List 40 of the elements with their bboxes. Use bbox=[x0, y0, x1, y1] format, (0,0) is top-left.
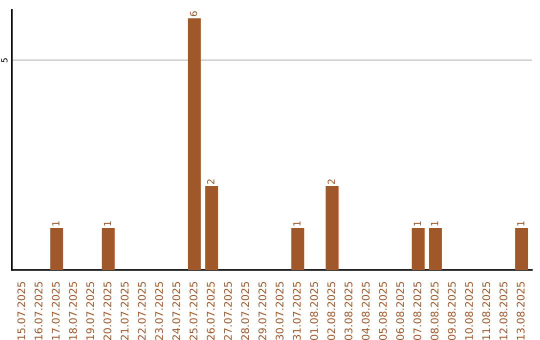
data-label: 1 bbox=[517, 221, 524, 226]
x-tick-label: 23.07.2025 bbox=[155, 282, 163, 340]
x-tick-label: 05.08.2025 bbox=[378, 282, 387, 340]
data-label: 1 bbox=[414, 221, 421, 226]
x-tick-label: 08.08.2025 bbox=[430, 282, 438, 340]
x-tick-label: 11.08.2025 bbox=[482, 282, 490, 340]
x-tick-label: 27.07.2025 bbox=[224, 282, 232, 340]
x-tick-label: 16.07.2025 bbox=[34, 282, 42, 340]
x-tick-label: 26.07.2025 bbox=[206, 282, 215, 340]
data-label: 1 bbox=[431, 221, 438, 226]
x-tick-label: 06.08.2025 bbox=[396, 282, 404, 340]
x-tick-label: 30.07.2025 bbox=[276, 282, 284, 340]
x-tick-label: 24.07.2025 bbox=[172, 282, 180, 340]
x-tick-label: 09.08.2025 bbox=[448, 282, 456, 340]
x-tick-label: 28.07.2025 bbox=[241, 282, 250, 340]
x-tick-label: 21.07.2025 bbox=[120, 282, 129, 340]
x-tick-label: 29.07.2025 bbox=[258, 282, 266, 340]
x-tick-label: 17.07.2025 bbox=[52, 282, 60, 340]
data-label: 6 bbox=[190, 11, 198, 16]
x-tick-label: 31.07.2025 bbox=[292, 282, 301, 340]
x-tick-label: 07.08.2025 bbox=[413, 282, 422, 340]
x-tick-label: 15.07.2025 bbox=[17, 282, 26, 340]
data-label: 2 bbox=[328, 179, 335, 184]
x-tick-label: 04.08.2025 bbox=[362, 282, 370, 340]
x-tick-label: 12.08.2025 bbox=[499, 282, 508, 340]
data-label: 1 bbox=[104, 221, 111, 226]
x-tick-label: 03.08.2025 bbox=[344, 282, 352, 340]
x-tick-label: 01.08.2025 bbox=[310, 282, 318, 340]
x-tick-label: 19.07.2025 bbox=[86, 282, 94, 340]
x-tick-label: 02.08.2025 bbox=[327, 282, 336, 340]
x-tick-label: 10.08.2025 bbox=[465, 282, 473, 340]
x-tick-label: 22.07.2025 bbox=[138, 282, 146, 340]
data-label: 1 bbox=[52, 221, 60, 226]
x-tick-label: 18.07.2025 bbox=[69, 282, 77, 340]
y-tick-label: 5 bbox=[1, 58, 8, 62]
data-label: 1 bbox=[293, 221, 300, 226]
x-tick-label: 25.07.2025 bbox=[190, 282, 198, 340]
data-label: 2 bbox=[207, 179, 214, 184]
x-tick-label: 13.08.2025 bbox=[516, 282, 525, 340]
x-tick-label: 20.07.2025 bbox=[103, 282, 112, 340]
